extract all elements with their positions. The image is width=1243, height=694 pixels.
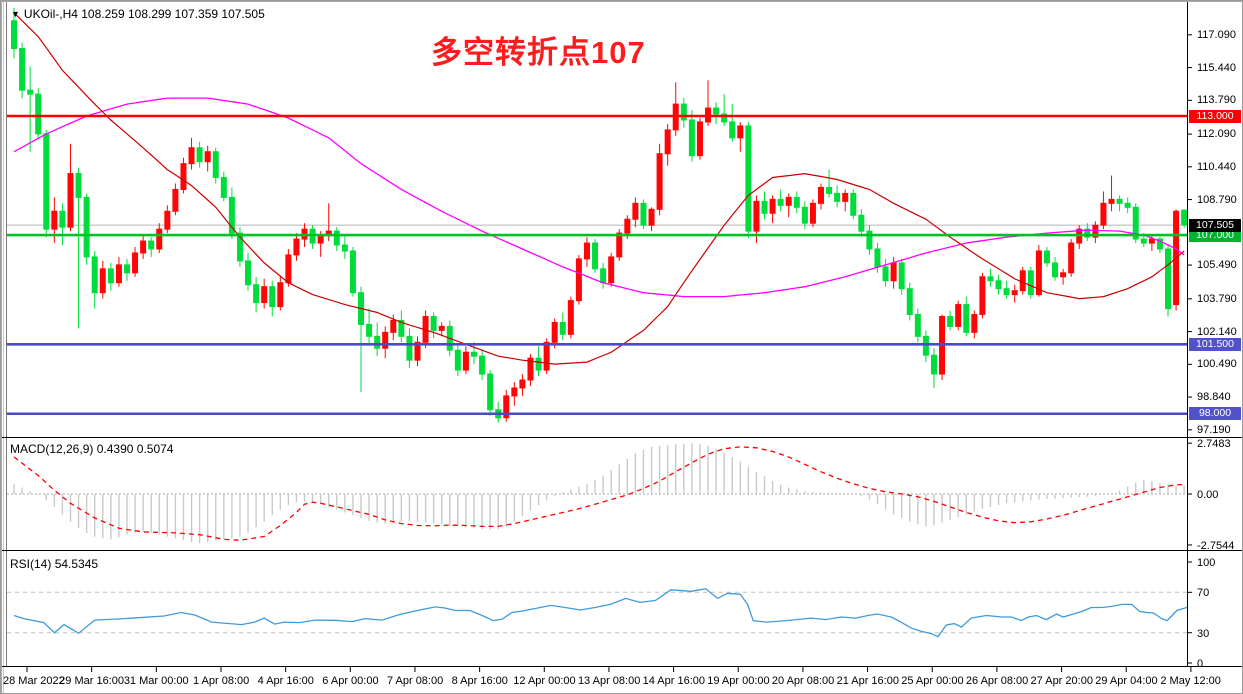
macd-label: MACD(12,26,9) bbox=[10, 442, 94, 456]
chart-title-text: UKOil-,H4 108.259 108.299 107.359 107.50… bbox=[23, 7, 265, 21]
time-tick-label: 14 Apr 16:00 bbox=[642, 675, 705, 687]
rsi-tick-label: 30 bbox=[1197, 627, 1210, 640]
price-tick-label: 105.490 bbox=[1197, 259, 1237, 272]
time-tick-label: 29 Apr 04:00 bbox=[1095, 675, 1158, 687]
price-level-badge: 113.000 bbox=[1189, 109, 1241, 123]
price-level-badge: 98.000 bbox=[1189, 407, 1241, 421]
price-tick-label: 102.140 bbox=[1197, 325, 1237, 338]
time-tick-label: 8 Apr 16:00 bbox=[451, 675, 508, 687]
price-tick-label: 110.440 bbox=[1197, 160, 1236, 173]
time-tick-label: 21 Apr 16:00 bbox=[836, 675, 899, 687]
time-tick-label: 12 Apr 00:00 bbox=[513, 675, 576, 687]
rsi-value: 54.5345 bbox=[54, 557, 99, 571]
price-tick-label: 103.790 bbox=[1197, 292, 1237, 305]
price-tick-label: 113.790 bbox=[1197, 94, 1236, 107]
rsi-indicator-title: RSI(14) 54.5345 bbox=[10, 557, 98, 571]
symbol-dropdown-icon[interactable]: ▼ bbox=[11, 9, 20, 19]
time-tick-label: 26 Apr 08:00 bbox=[965, 675, 1029, 687]
time-tick-label: 27 Apr 20:00 bbox=[1030, 675, 1093, 687]
time-tick-label: 20 Apr 08:00 bbox=[771, 675, 835, 687]
time-tick-label: 28 Mar 2022 bbox=[3, 675, 65, 687]
macd-tick-label: 0.00 bbox=[1197, 489, 1219, 501]
macd-signal-value: 0.5074 bbox=[136, 442, 174, 456]
time-tick-label: 6 Apr 00:00 bbox=[322, 675, 379, 687]
time-tick-label: 29 Mar 16:00 bbox=[59, 675, 124, 687]
rsi-tick-label: 0 bbox=[1197, 658, 1204, 670]
annotation-text: 多空转折点107 bbox=[431, 35, 646, 70]
price-tick-label: 117.090 bbox=[1197, 28, 1236, 41]
rsi-tick-label: 70 bbox=[1197, 587, 1210, 600]
time-tick-label: 19 Apr 00:00 bbox=[707, 675, 770, 687]
time-tick-label: 13 Apr 08:00 bbox=[577, 675, 641, 687]
price-tick-label: 108.790 bbox=[1197, 193, 1237, 206]
macd-tick-label: 2.7483 bbox=[1197, 438, 1231, 451]
price-tick-label: 115.440 bbox=[1197, 61, 1236, 74]
macd-indicator-title: MACD(12,26,9) 0.4390 0.5074 bbox=[10, 442, 173, 456]
price-level-badge: 107.000 bbox=[1189, 228, 1241, 242]
time-tick-label: 4 Apr 16:00 bbox=[257, 675, 314, 687]
price-level-badge: 101.500 bbox=[1189, 337, 1241, 351]
time-tick-label: 2 May 12:00 bbox=[1160, 675, 1221, 687]
rsi-label: RSI(14) bbox=[10, 557, 52, 571]
rsi-tick-label: 100 bbox=[1197, 557, 1216, 569]
price-level-badge: 107.505 bbox=[1189, 218, 1241, 232]
price-tick-label: 100.490 bbox=[1197, 358, 1237, 371]
macd-tick-label: -2.7544 bbox=[1197, 539, 1235, 552]
price-tick-label: 97.190 bbox=[1197, 423, 1231, 436]
price-tick-label: 98.840 bbox=[1197, 391, 1231, 404]
macd-value: 0.4390 bbox=[96, 442, 134, 456]
time-tick-label: 1 Apr 08:00 bbox=[192, 675, 250, 687]
chart-title: ▼ UKOil-,H4 108.259 108.299 107.359 107.5… bbox=[11, 7, 265, 21]
time-tick-label: 31 Mar 00:00 bbox=[123, 675, 189, 687]
time-tick-label: 7 Apr 08:00 bbox=[386, 675, 444, 687]
time-tick-label: 25 Apr 00:00 bbox=[901, 675, 964, 687]
price-tick-label: 112.090 bbox=[1197, 128, 1236, 141]
